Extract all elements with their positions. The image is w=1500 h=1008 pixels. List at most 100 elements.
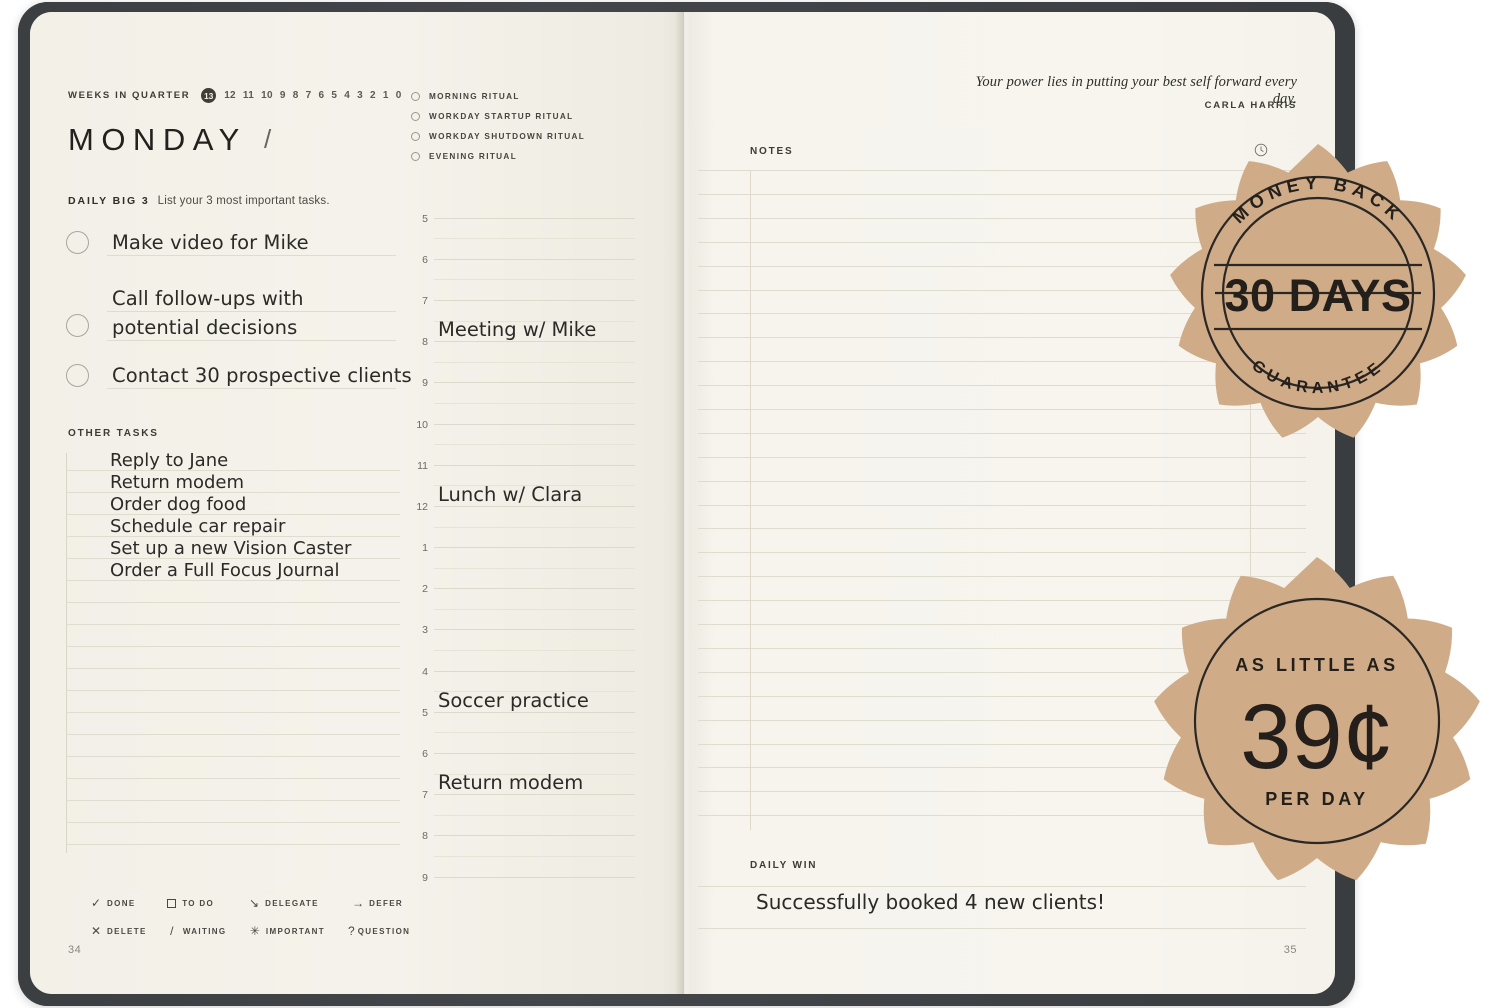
other-task-blank-line[interactable] <box>66 735 400 757</box>
schedule-half-hour-row[interactable] <box>412 301 642 322</box>
schedule-hour-row[interactable]: 4 <box>412 651 642 678</box>
schedule-half-hour-row[interactable] <box>412 466 642 487</box>
schedule-hour-label: 11 <box>417 459 428 472</box>
schedule-hour-row[interactable]: 2 <box>412 569 642 595</box>
left-page: WEEKS IN QUARTER 13 12 11 10 9 8 7 6 5 4 3 2 1 0 MOND… <box>30 12 682 994</box>
schedule-hour-row[interactable]: 10 <box>412 404 642 431</box>
cross-icon: ✕ <box>90 924 102 938</box>
week-number[interactable]: 10 <box>261 90 273 101</box>
schedule-hour-row[interactable]: 7 Return modem <box>412 771 642 801</box>
daily-big-3-item-1[interactable]: Make video for Mike <box>66 227 396 256</box>
daily-big-3-checkbox[interactable] <box>66 364 89 387</box>
other-task-blank-line[interactable] <box>66 801 400 823</box>
week-number[interactable]: 11 <box>242 90 255 101</box>
other-task-item[interactable]: Schedule car repair <box>66 515 400 537</box>
schedule-half-hour-row[interactable] <box>412 383 642 404</box>
schedule-half-hour-row[interactable] <box>412 219 642 240</box>
schedule-half-hour-row[interactable] <box>412 713 642 734</box>
schedule-hour-row[interactable]: 6 <box>412 239 642 266</box>
schedule-hour-row[interactable]: 8 Meeting w/ Mike <box>412 318 642 348</box>
daily-big-3-item-2[interactable]: Call follow-ups with potential decisions <box>66 283 396 341</box>
date-slash: / <box>264 124 272 154</box>
legend-label: DONE <box>107 898 136 908</box>
legend-item-waiting: / WAITING <box>164 924 247 938</box>
notes-rule-line <box>698 552 1306 553</box>
schedule-half-hour-row[interactable] <box>412 754 642 775</box>
week-number[interactable]: 9 <box>279 90 286 101</box>
schedule-hour-label: 1 <box>422 542 428 555</box>
week-number[interactable]: 1 <box>382 90 389 101</box>
schedule-hour-row[interactable]: 1 <box>412 528 642 554</box>
other-task-item[interactable]: Order a Full Focus Journal <box>66 559 400 581</box>
week-number[interactable]: 4 <box>344 90 351 101</box>
schedule-half-hour-row[interactable] <box>412 260 642 281</box>
schedule-half-hour-row[interactable] <box>412 342 642 363</box>
week-number[interactable]: 8 <box>292 90 299 101</box>
other-task-item[interactable]: Reply to Jane <box>66 449 400 471</box>
daily-big-3-item-3[interactable]: Contact 30 prospective clients <box>66 360 412 389</box>
square-icon <box>163 898 179 908</box>
schedule-half-hour-row[interactable] <box>412 425 642 446</box>
ritual-item-3[interactable]: WORKDAY SHUTDOWN RITUAL <box>411 126 585 146</box>
schedule-hour-row[interactable]: 6 <box>412 733 642 760</box>
ritual-checkbox[interactable] <box>411 91 420 101</box>
schedule-half-hour-row[interactable] <box>412 630 642 652</box>
week-number[interactable]: 5 <box>331 90 338 101</box>
notes-ruled-area[interactable] <box>698 170 1306 830</box>
price-badge-bottom-text: PER DAY <box>1265 789 1369 809</box>
week-number[interactable]: 2 <box>369 90 376 101</box>
week-current[interactable]: 13 <box>201 88 217 103</box>
schedule-half-hour-row[interactable] <box>412 507 642 528</box>
schedule-half-hour-row[interactable] <box>412 795 642 816</box>
daily-big-3-title: DAILY BIG 3 <box>68 195 150 207</box>
schedule-half-hour-row[interactable] <box>412 836 642 857</box>
quote-text: Your power lies in putting your best sel… <box>975 74 1297 107</box>
schedule-hour-row[interactable]: 11 <box>412 445 642 472</box>
week-number[interactable]: 12 <box>224 90 236 101</box>
notes-rule-line <box>698 624 1306 625</box>
schedule-hour-row[interactable]: 5 <box>412 198 642 225</box>
other-task-item[interactable]: Set up a new Vision Caster <box>66 537 400 559</box>
week-number[interactable]: 3 <box>357 90 363 101</box>
schedule-hour-row[interactable]: 12 Lunch w/ Clara <box>412 482 642 513</box>
other-task-blank-line[interactable] <box>66 669 400 691</box>
ritual-label: MORNING RITUAL <box>429 91 520 101</box>
ritual-item-4[interactable]: EVENING RITUAL <box>411 146 585 166</box>
ritual-item-1[interactable]: MORNING RITUAL <box>411 86 585 106</box>
week-number[interactable]: 7 <box>305 90 312 101</box>
other-task-blank-line[interactable] <box>66 713 400 735</box>
other-task-blank-line[interactable] <box>66 625 400 647</box>
schedule-half-hour-row[interactable] <box>412 589 642 610</box>
other-task-blank-line[interactable] <box>66 823 400 845</box>
weeks-in-quarter-numbers[interactable]: 13 12 11 10 9 8 7 6 5 4 3 2 1 0 <box>201 88 401 103</box>
schedule-hour-row[interactable]: 8 <box>412 816 642 842</box>
other-task-blank-line[interactable] <box>66 757 400 779</box>
ritual-checkbox[interactable] <box>411 151 420 161</box>
schedule-hour-label: 3 <box>422 624 428 637</box>
schedule-hour-row[interactable]: 7 <box>412 280 642 307</box>
other-task-blank-line[interactable] <box>66 779 400 801</box>
schedule-half-hour-row[interactable] <box>412 672 642 693</box>
schedule-hour-row[interactable]: 5 Soccer practice <box>412 689 642 719</box>
schedule-hour-row[interactable]: 3 <box>412 610 642 636</box>
schedule-half-hour-row[interactable] <box>412 548 642 569</box>
schedule-entry: Lunch w/ Clara <box>438 482 583 506</box>
week-number[interactable]: 0 <box>395 90 402 101</box>
other-task-item[interactable]: Return modem <box>66 471 400 493</box>
other-task-blank-line[interactable] <box>66 603 400 625</box>
daily-big-3-checkbox[interactable] <box>66 231 89 254</box>
ritual-checkbox[interactable] <box>411 111 420 121</box>
schedule-hour-row[interactable]: 9 <box>412 363 642 389</box>
notes-rule-line <box>698 815 1306 816</box>
other-task-blank-line[interactable] <box>66 647 400 669</box>
legend-label: IMPORTANT <box>265 926 325 936</box>
daily-big-3-text: Contact 30 prospective clients <box>112 364 412 387</box>
other-task-item[interactable]: Order dog food <box>66 493 400 515</box>
daily-big-3-checkbox[interactable] <box>66 314 89 337</box>
schedule-hour-row[interactable]: 9 <box>412 857 642 884</box>
week-number[interactable]: 6 <box>318 90 325 101</box>
ritual-item-2[interactable]: WORKDAY STARTUP RITUAL <box>411 106 585 126</box>
other-task-blank-line[interactable] <box>66 691 400 713</box>
other-task-blank-line[interactable] <box>66 581 400 603</box>
ritual-checkbox[interactable] <box>411 131 420 141</box>
